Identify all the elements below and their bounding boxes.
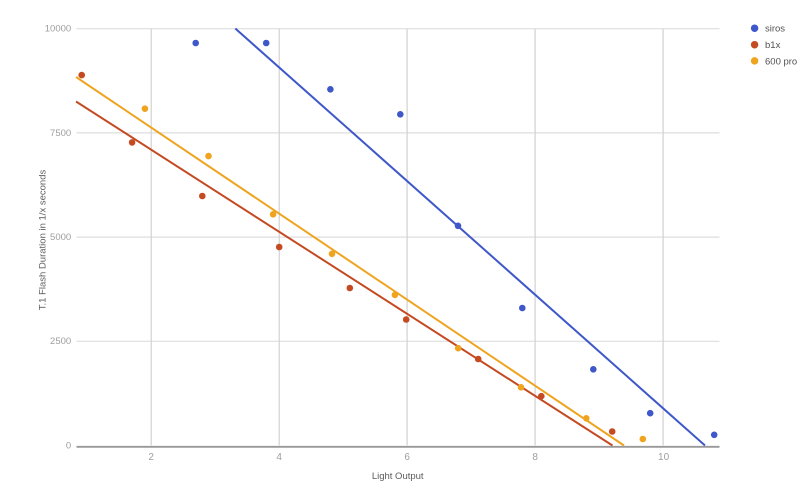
svg-text:10000: 10000 bbox=[45, 24, 71, 35]
svg-text:8: 8 bbox=[532, 452, 538, 463]
svg-text:600 pro: 600 pro bbox=[765, 56, 797, 67]
svg-text:4: 4 bbox=[276, 452, 282, 463]
svg-text:Light Output: Light Output bbox=[372, 471, 424, 482]
svg-text:T.1 Flash Duration in 1/x seco: T.1 Flash Duration in 1/x seconds bbox=[38, 170, 49, 311]
svg-text:b1x: b1x bbox=[765, 40, 781, 51]
svg-text:5000: 5000 bbox=[50, 232, 71, 243]
svg-text:2500: 2500 bbox=[50, 336, 71, 347]
svg-text:6: 6 bbox=[404, 452, 410, 463]
svg-text:10: 10 bbox=[658, 452, 670, 463]
svg-text:2: 2 bbox=[148, 452, 154, 463]
svg-text:0: 0 bbox=[66, 440, 71, 451]
svg-text:7500: 7500 bbox=[50, 128, 71, 139]
svg-text:siros: siros bbox=[765, 24, 785, 35]
